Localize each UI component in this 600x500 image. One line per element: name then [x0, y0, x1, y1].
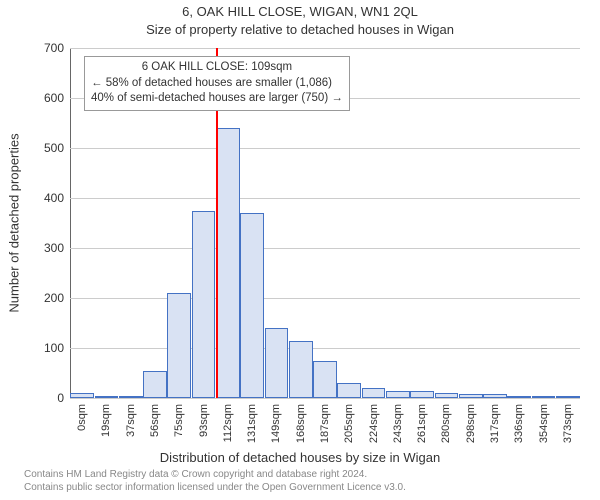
y-tick-label: 500: [34, 141, 64, 155]
x-tick-label: 298sqm: [465, 404, 477, 443]
x-tick-label: 243sqm: [392, 404, 404, 443]
y-tick-label: 300: [34, 241, 64, 255]
y-tick-label: 700: [34, 41, 64, 55]
x-tick-label: 317sqm: [489, 404, 501, 443]
chart-subtitle: Size of property relative to detached ho…: [0, 22, 600, 37]
bar: [459, 394, 483, 398]
x-tick-label: 19sqm: [100, 404, 112, 437]
x-tick-label: 168sqm: [295, 404, 307, 443]
bar: [119, 396, 143, 398]
x-tick-label: 56sqm: [149, 404, 161, 437]
x-tick-label: 149sqm: [270, 404, 282, 443]
footer-line: Contains public sector information licen…: [24, 482, 406, 495]
y-tick-label: 0: [34, 391, 64, 405]
bar: [265, 328, 289, 398]
x-tick-label: 261sqm: [416, 404, 428, 443]
bar: [362, 388, 386, 398]
x-tick-label: 373sqm: [562, 404, 574, 443]
x-tick-label: 354sqm: [538, 404, 550, 443]
bar: [240, 213, 264, 398]
footer-line: Contains HM Land Registry data © Crown c…: [24, 469, 406, 482]
x-tick-label: 280sqm: [440, 404, 452, 443]
bar: [483, 394, 507, 398]
x-tick-label: 187sqm: [319, 404, 331, 443]
bar: [435, 393, 459, 398]
gridline: [70, 148, 580, 149]
bar: [410, 391, 434, 399]
y-axis-label: Number of detached properties: [7, 133, 22, 312]
gridline: [70, 48, 580, 49]
gridline: [70, 198, 580, 199]
bar: [289, 341, 313, 399]
chart-title: 6, OAK HILL CLOSE, WIGAN, WN1 2QL: [0, 4, 600, 19]
x-tick-label: 336sqm: [513, 404, 525, 443]
bar: [556, 396, 580, 399]
x-tick-label: 75sqm: [173, 404, 185, 437]
annotation-box: 6 OAK HILL CLOSE: 109sqm ← 58% of detach…: [84, 56, 350, 111]
bar: [95, 396, 119, 398]
footer-attribution: Contains HM Land Registry data © Crown c…: [24, 469, 406, 494]
bar: [386, 391, 410, 399]
x-tick-label: 93sqm: [198, 404, 210, 437]
bar: [192, 211, 216, 399]
x-tick-label: 0sqm: [76, 404, 88, 431]
bar: [167, 293, 191, 398]
annotation-line: ← 58% of detached houses are smaller (1,…: [91, 76, 343, 92]
gridline: [70, 248, 580, 249]
x-tick-label: 112sqm: [222, 404, 234, 442]
bar: [507, 396, 531, 399]
y-tick-label: 600: [34, 91, 64, 105]
annotation-line: 40% of semi-detached houses are larger (…: [91, 91, 343, 107]
y-tick-label: 200: [34, 291, 64, 305]
annotation-line: 6 OAK HILL CLOSE: 109sqm: [91, 60, 343, 76]
bar: [337, 383, 361, 398]
gridline: [70, 398, 580, 399]
gridline: [70, 298, 580, 299]
chart-container: 6, OAK HILL CLOSE, WIGAN, WN1 2QL Size o…: [0, 0, 600, 500]
x-axis-label: Distribution of detached houses by size …: [0, 450, 600, 465]
bar: [216, 128, 240, 398]
x-tick-label: 37sqm: [125, 404, 137, 437]
bar: [532, 396, 556, 398]
x-tick-label: 224sqm: [368, 404, 380, 443]
bar: [143, 371, 167, 399]
y-tick-label: 100: [34, 341, 64, 355]
bar: [70, 393, 94, 398]
x-tick-label: 131sqm: [246, 404, 258, 443]
y-tick-label: 400: [34, 191, 64, 205]
bar: [313, 361, 337, 399]
gridline: [70, 348, 580, 349]
x-tick-label: 205sqm: [343, 404, 355, 443]
